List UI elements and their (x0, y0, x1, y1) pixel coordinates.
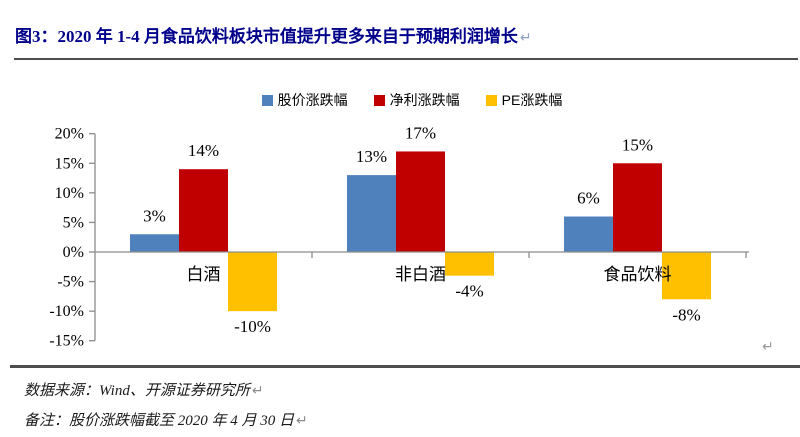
category-label-白酒: 白酒 (187, 265, 221, 284)
legend-item-netprofit: 净利涨跌幅 (373, 90, 460, 110)
legend-swatch-red-icon (373, 94, 385, 106)
footer-divider (10, 365, 800, 368)
y-axis-tick-label: 20% (55, 126, 84, 143)
bar-股价涨跌幅-食品饮料 (564, 216, 613, 252)
legend-item-pe: PE涨跌幅 (485, 90, 563, 110)
category-label-食品饮料: 食品饮料 (604, 265, 672, 284)
bar-value-label: -8% (672, 305, 700, 324)
bar-净利涨跌幅-白酒 (179, 169, 228, 252)
bar-股价涨跌幅-非白酒 (347, 175, 396, 252)
return-mark-icon: ↵ (519, 29, 532, 45)
bar-value-label: 13% (356, 147, 387, 166)
bar-净利涨跌幅-非白酒 (396, 151, 445, 252)
data-source-text: 数据来源：Wind、开源证券研究所 (24, 383, 250, 399)
grouped-bar-chart: 3% 13% 6% 14% 17% 15% -10% -4% -8% 20% 15% 10% 5% 0% -… (49, 123, 749, 350)
legend-label-pe: PE涨跌幅 (501, 92, 563, 108)
bar-股价涨跌幅-白酒 (130, 234, 179, 252)
note-text: 备注：股价涨跌幅截至 2020 年 4 月 30 日 (24, 413, 295, 429)
return-mark-icon: ↵ (296, 412, 308, 428)
chart-return-mark-icon: ↵ (762, 338, 774, 354)
return-mark-icon: ↵ (251, 382, 264, 398)
bar-value-label: -10% (234, 317, 271, 336)
bar-value-label: 15% (622, 135, 653, 154)
legend-swatch-blue-icon (261, 94, 273, 106)
bar-value-label: 17% (405, 123, 436, 142)
legend-item-price: 股价涨跌幅 (261, 90, 348, 110)
bar-value-label: 14% (188, 141, 219, 160)
y-axis-tick-label: -5% (57, 274, 84, 291)
y-axis-tick-label: -10% (49, 303, 84, 320)
bar-value-label: -4% (455, 282, 483, 301)
figure-title-text: 图3：2020 年 1-4 月食品饮料板块市值提升更多来自于预期利润增长 (15, 27, 518, 46)
bar-value-label: 6% (577, 189, 600, 208)
bar-净利涨跌幅-食品饮料 (613, 163, 662, 252)
category-label-非白酒: 非白酒 (395, 265, 446, 284)
note-line: 备注：股价涨跌幅截至 2020 年 4 月 30 日 ↵ (24, 409, 784, 430)
data-source-line: 数据来源：Wind、开源证券研究所 ↵ (24, 379, 784, 400)
y-axis-tick-label: 5% (63, 214, 84, 231)
bar-PE涨跌幅-食品饮料 (662, 252, 711, 300)
bar-PE涨跌幅-白酒 (228, 252, 277, 312)
chart-legend: 股价涨跌幅 净利涨跌幅 PE涨跌幅 (12, 90, 800, 110)
legend-label-price: 股价涨跌幅 (277, 92, 348, 108)
figure-title: 图3：2020 年 1-4 月食品饮料板块市值提升更多来自于预期利润增长 ↵ (15, 26, 785, 48)
bar-value-label: 3% (143, 206, 166, 225)
legend-swatch-yellow-icon (485, 94, 497, 106)
y-axis-tick-label: 10% (55, 185, 84, 202)
legend-label-netprofit: 净利涨跌幅 (389, 92, 460, 108)
bar-PE涨跌幅-非白酒 (445, 252, 494, 276)
y-axis-tick-label: 15% (55, 155, 84, 172)
y-axis-tick-label: 0% (63, 244, 84, 261)
title-divider (14, 58, 798, 60)
y-axis-tick-label: -15% (49, 333, 84, 350)
